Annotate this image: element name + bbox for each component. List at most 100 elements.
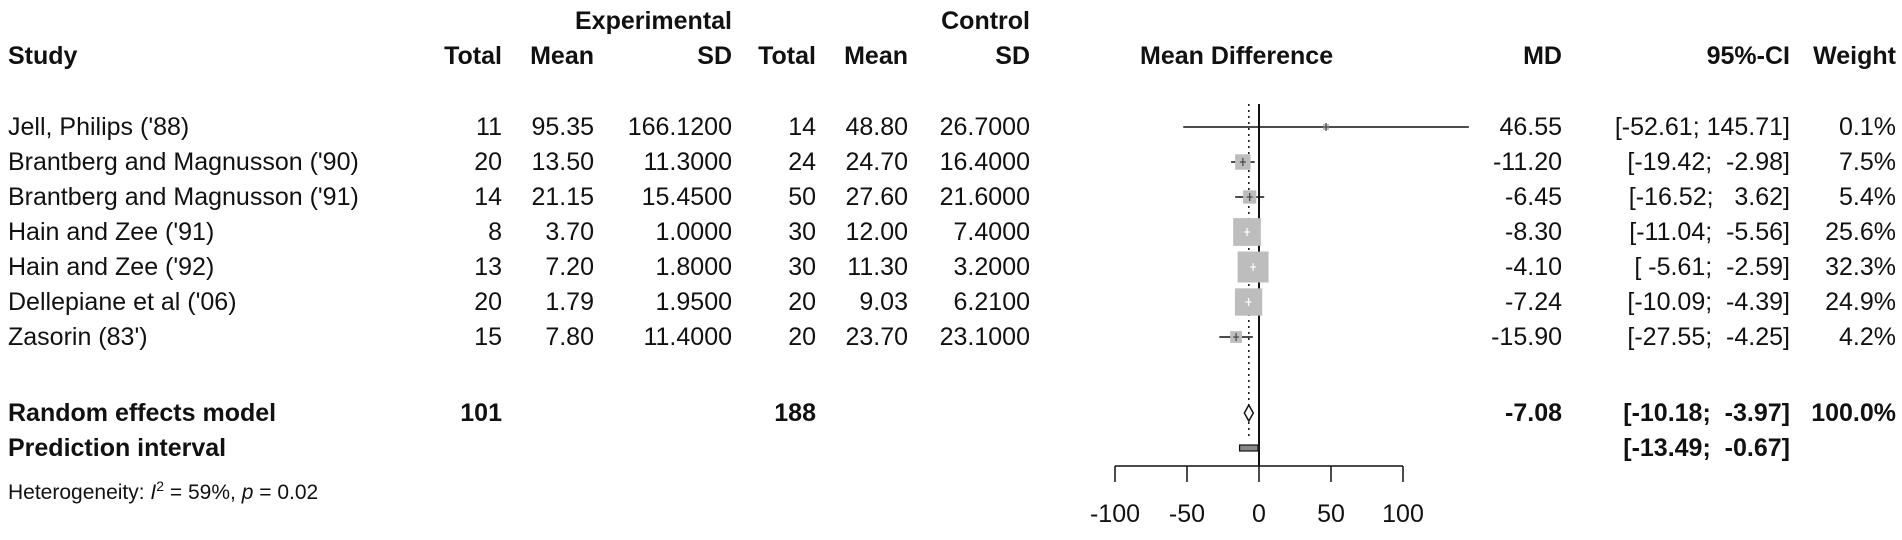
ctl-sd: 21.6000 — [939, 183, 1030, 211]
exp-total: 20 — [474, 288, 502, 316]
ctl-sd: 7.4000 — [953, 218, 1030, 246]
exp-sd: 1.0000 — [655, 218, 732, 246]
exp-mean: 7.80 — [545, 323, 594, 351]
x-axis-tick-label: 0 — [1252, 500, 1266, 528]
md-value: -4.10 — [1505, 253, 1562, 281]
prediction-interval-label: Prediction interval — [8, 434, 227, 462]
exp-sd-header: SD — [697, 42, 732, 70]
exp-total-header: Total — [444, 42, 502, 70]
random-effects-ctl-total: 188 — [774, 399, 816, 427]
md-value: -8.30 — [1505, 218, 1562, 246]
study-name: Zasorin (83') — [8, 323, 148, 351]
md-value: -11.20 — [1492, 148, 1562, 176]
ctl-mean-header: Mean — [844, 42, 908, 70]
ctl-sd: 6.2100 — [953, 288, 1030, 316]
ctl-mean: 12.00 — [845, 218, 908, 246]
exp-total: 15 — [474, 323, 502, 351]
exp-mean: 7.20 — [545, 253, 594, 281]
ctl-sd: 16.4000 — [939, 148, 1030, 176]
study-name: Hain and Zee ('91) — [8, 218, 215, 246]
ctl-total: 50 — [788, 183, 816, 211]
ci-value: [-52.61; 145.71] — [1614, 113, 1790, 141]
weight-value: 7.5% — [1839, 148, 1896, 176]
x-axis-tick-label: 100 — [1382, 500, 1424, 528]
ci-value: [-19.42; -2.98] — [1627, 148, 1790, 176]
x-axis-tick-label: 50 — [1317, 500, 1345, 528]
weight-value: 0.1% — [1839, 113, 1896, 141]
exp-mean: 21.15 — [531, 183, 594, 211]
heterogeneity-prefix: Heterogeneity: — [8, 481, 151, 504]
exp-total: 8 — [488, 218, 502, 246]
weight-value: 25.6% — [1825, 218, 1896, 246]
experimental-header: Experimental — [574, 7, 732, 35]
weight-header: Weight — [1813, 42, 1896, 70]
md-value: -15.90 — [1491, 323, 1562, 351]
exp-sd: 11.3000 — [643, 148, 732, 176]
i2-symbol: I — [150, 481, 157, 504]
x-axis-tick-label: -50 — [1169, 500, 1205, 528]
md-value: 46.55 — [1499, 113, 1562, 141]
exp-mean-header: Mean — [530, 42, 594, 70]
exp-total: 14 — [474, 183, 502, 211]
study-name: Hain and Zee ('92) — [8, 253, 215, 281]
random-effects-diamond — [1243, 403, 1255, 423]
weight-value: 32.3% — [1825, 253, 1896, 281]
ctl-total: 20 — [788, 288, 816, 316]
ci-value: [-27.55; -4.25] — [1627, 323, 1790, 351]
prediction-interval-ci: [-13.49; -0.67] — [1623, 434, 1790, 462]
random-effects-ci: [-10.18; -3.97] — [1623, 399, 1790, 427]
ci-header: 95%-CI — [1706, 42, 1790, 70]
ctl-mean: 24.70 — [845, 148, 908, 176]
ctl-total: 30 — [788, 253, 816, 281]
exp-sd: 166.1200 — [627, 113, 732, 141]
exp-sd: 15.4500 — [641, 183, 732, 211]
heterogeneity-stat: Heterogeneity: I2 = 59%, p = 0.02 — [8, 473, 318, 506]
md-value: -7.24 — [1505, 288, 1562, 316]
i2-superscript: 2 — [156, 478, 165, 494]
mean-difference-header: Mean Difference — [1140, 42, 1334, 70]
ctl-mean: 9.03 — [859, 288, 908, 316]
exp-sd: 1.9500 — [655, 288, 732, 316]
x-axis-tick-label: -100 — [1090, 500, 1140, 528]
ctl-total: 24 — [788, 148, 816, 176]
ci-value: [-11.04; -5.56] — [1629, 218, 1790, 246]
ctl-mean: 23.70 — [845, 323, 908, 351]
ctl-total: 30 — [788, 218, 816, 246]
random-effects-weight: 100.0% — [1811, 399, 1896, 427]
ctl-mean: 11.30 — [847, 253, 908, 281]
ci-value: [-16.52; 3.62] — [1628, 183, 1790, 211]
exp-mean: 13.50 — [531, 148, 594, 176]
ctl-total: 14 — [788, 113, 816, 141]
ci-value: [-10.09; -4.39] — [1627, 288, 1790, 316]
study-column-header: Study — [8, 42, 78, 70]
p-symbol: p — [241, 481, 254, 504]
random-effects-label: Random effects model — [8, 399, 277, 427]
ctl-mean: 27.60 — [845, 183, 908, 211]
study-name: Brantberg and Magnusson ('91) — [8, 183, 359, 211]
ctl-sd: 23.1000 — [939, 323, 1030, 351]
exp-sd: 1.8000 — [655, 253, 732, 281]
exp-mean: 3.70 — [545, 218, 594, 246]
study-name: Brantberg and Magnusson ('90) — [8, 148, 359, 176]
control-header: Control — [941, 7, 1030, 35]
i2-value: = 59%, — [164, 481, 242, 504]
prediction-interval-bar — [1238, 444, 1259, 452]
ctl-sd: 3.2000 — [953, 253, 1030, 281]
random-effects-exp-total: 101 — [460, 399, 502, 427]
ctl-total: 20 — [788, 323, 816, 351]
md-value: -6.45 — [1505, 183, 1562, 211]
study-name: Dellepiane et al ('06) — [8, 288, 237, 316]
exp-total: 13 — [474, 253, 502, 281]
exp-total: 11 — [476, 113, 502, 141]
weight-value: 5.4% — [1839, 183, 1896, 211]
p-value: = 0.02 — [253, 481, 319, 504]
study-name: Jell, Philips ('88) — [8, 113, 190, 141]
exp-mean: 1.79 — [545, 288, 594, 316]
exp-mean: 95.35 — [531, 113, 594, 141]
exp-total: 20 — [474, 148, 502, 176]
exp-sd: 11.4000 — [643, 323, 732, 351]
weight-value: 24.9% — [1825, 288, 1896, 316]
md-header: MD — [1523, 42, 1562, 70]
weight-value: 4.2% — [1839, 323, 1896, 351]
